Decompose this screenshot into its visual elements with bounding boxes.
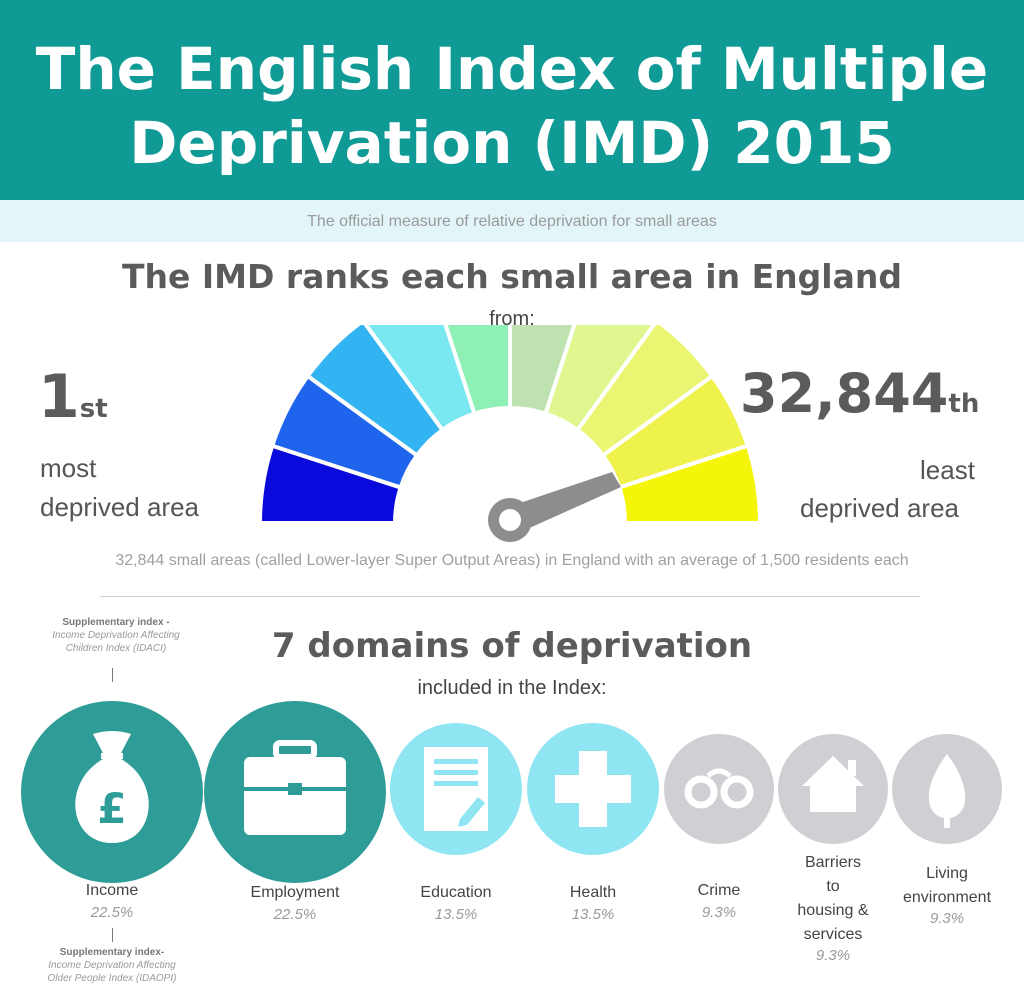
- page-title-line2: Deprivation (IMD) 2015: [129, 109, 895, 177]
- handcuffs-icon: [684, 768, 754, 809]
- education-weight: 13.5%: [434, 906, 478, 923]
- barriers-label-line1: Barriers: [804, 854, 861, 871]
- first-rank-line1: most: [40, 453, 97, 483]
- header-banner: [0, 0, 1024, 200]
- living-environment-weight: 9.3%: [929, 910, 965, 927]
- employment-label: Employment: [250, 884, 340, 901]
- rank-footnote: 32,844 small areas (called Lower-layer S…: [115, 552, 909, 569]
- last-rank-line2: deprived area: [800, 493, 959, 523]
- first-rank-suffix: st: [79, 394, 108, 424]
- document-icon: [424, 747, 488, 831]
- barriers-label: Barriers to housing & services: [763, 851, 903, 947]
- last-rank-number: 32,844: [740, 362, 949, 425]
- supp-bottom-line1: Income Deprivation Affecting: [48, 960, 176, 971]
- barriers-circle: [778, 734, 888, 844]
- education-circle: [390, 723, 522, 855]
- employment-weight: 22.5%: [273, 906, 317, 923]
- house-icon: [802, 756, 864, 812]
- crime-label: Crime: [697, 882, 741, 899]
- domains-subheading: included in the Index:: [417, 677, 607, 699]
- crime-circle: [664, 734, 774, 844]
- deprivation-gauge: [257, 325, 763, 542]
- domains-heading: 7 domains of deprivation: [271, 626, 753, 666]
- supp-top-connector: [112, 668, 113, 682]
- money-bag-icon: £: [75, 731, 149, 843]
- supplementary-index-top: Supplementary index - Income Deprivation…: [6, 616, 226, 655]
- barriers-label-line4: services: [803, 926, 863, 943]
- income-weight: 22.5%: [90, 904, 134, 921]
- health-circle: [527, 723, 659, 855]
- education-label: Education: [420, 884, 492, 901]
- last-rank-line1: least: [920, 455, 975, 485]
- health-label: Health: [569, 884, 617, 901]
- supp-bottom-line2: Older People Index (IDAOPI): [47, 973, 177, 984]
- living-environment-line2: environment: [902, 889, 992, 906]
- supp-top-title: Supplementary index -: [62, 617, 170, 628]
- supp-top-line2: Children Index (IDACI): [65, 643, 167, 654]
- supplementary-index-bottom: Supplementary index- Income Deprivation …: [2, 946, 222, 985]
- income-circle: £: [21, 701, 203, 883]
- first-rank-line2: deprived area: [40, 492, 199, 522]
- first-rank: 1st: [38, 362, 108, 432]
- gauge-needle: [488, 472, 621, 542]
- employment-circle: [204, 701, 386, 883]
- subtitle-bar: [0, 200, 1024, 242]
- supp-bottom-connector: [112, 928, 113, 942]
- barriers-label-line2: to: [826, 878, 840, 895]
- supp-bottom-title: Supplementary index-: [59, 947, 165, 958]
- page-title-line1: The English Index of Multiple: [35, 35, 989, 103]
- crime-weight: 9.3%: [701, 904, 737, 921]
- cross-icon: [555, 751, 631, 827]
- health-weight: 13.5%: [571, 906, 615, 923]
- last-rank: 32,844th: [740, 362, 979, 425]
- svg-text:£: £: [97, 784, 126, 833]
- gauge-segment: [616, 443, 763, 525]
- barriers-weight: 9.3%: [815, 947, 851, 964]
- last-rank-suffix: th: [948, 389, 980, 419]
- living-environment-circle: [892, 734, 1002, 844]
- rank-heading: The IMD ranks each small area in England: [122, 257, 902, 296]
- income-label: Income: [85, 882, 139, 899]
- living-environment-line1: Living: [926, 865, 968, 882]
- supp-top-line1: Income Deprivation Affecting: [52, 630, 180, 641]
- first-rank-number: 1: [38, 362, 80, 432]
- section-divider: [100, 596, 920, 597]
- barriers-label-line3: housing &: [797, 902, 869, 919]
- tree-icon: [928, 754, 966, 828]
- briefcase-icon: [244, 740, 346, 835]
- subtitle: The official measure of relative depriva…: [307, 213, 717, 230]
- living-environment-label: Living environment: [877, 862, 1017, 910]
